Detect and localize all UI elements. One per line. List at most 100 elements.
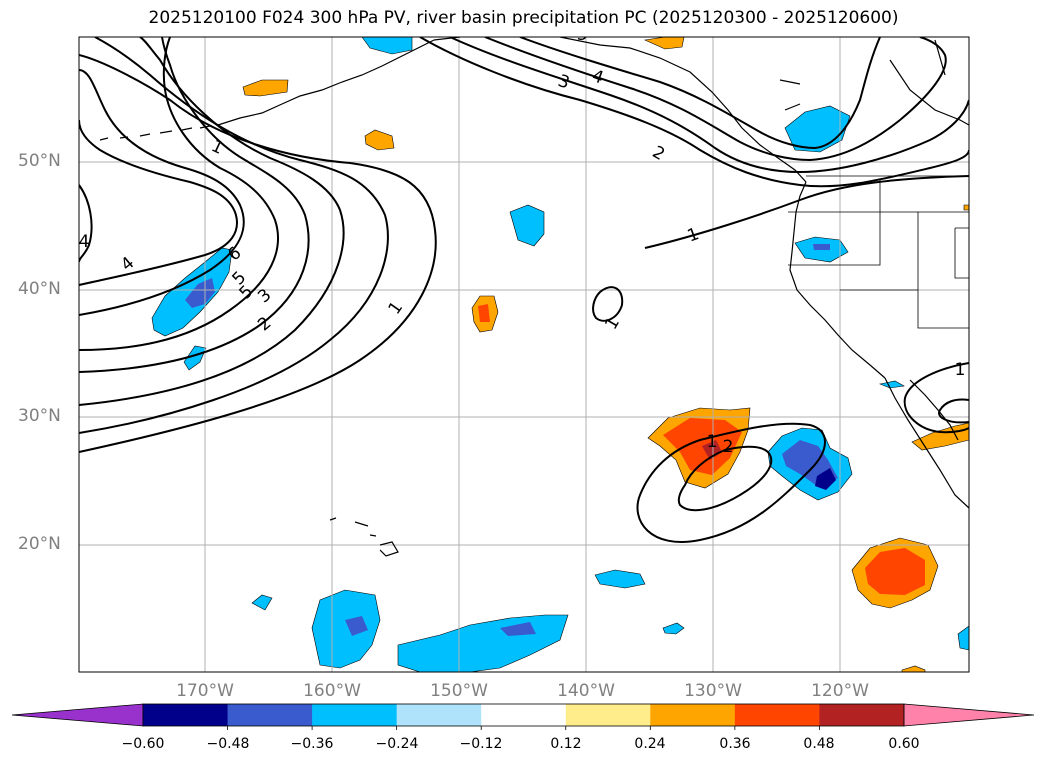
border-states	[788, 180, 969, 329]
coast-us-west	[789, 211, 886, 379]
precip-neg-oregon-core	[813, 244, 830, 250]
colorbar-swatch	[481, 704, 567, 726]
pv-contour-3-west	[79, 37, 345, 406]
precip-pos-edge-east	[963, 204, 969, 211]
pv-contour-5-edge	[79, 184, 93, 263]
lat-label-50n: 50°N	[18, 151, 61, 171]
lon-label-120w: 120°W	[811, 681, 869, 701]
contour-label: 1	[685, 224, 702, 246]
contour-label: 1	[601, 314, 624, 333]
pv-contour-7-west	[79, 119, 238, 286]
coast-bc	[795, 181, 807, 213]
gridlines	[79, 37, 969, 672]
colorbar	[11, 703, 1035, 730]
coast-alaska-gulf	[433, 37, 807, 183]
precip-neg-west-small	[183, 345, 207, 371]
colorbar-extension-min	[11, 703, 144, 727]
colorbar-tick-label: 0.12	[550, 736, 582, 752]
colorbar-tick-label: −0.60	[121, 736, 165, 752]
colorbar-tick-label: −0.36	[290, 736, 334, 752]
lon-label-160w: 160°W	[303, 681, 361, 701]
precip-neg-small-2	[662, 622, 685, 635]
contour-label: 2	[723, 437, 734, 457]
lon-label-170w: 170°W	[176, 681, 234, 701]
coast-aleutian-islands	[99, 125, 211, 141]
colorbar-tick-label: 0.48	[803, 736, 835, 752]
colorbar-tick-label: 0.60	[888, 736, 920, 752]
pv-contour-4-west	[79, 37, 310, 373]
precip-pos-aleutian-small	[364, 129, 395, 151]
colorbar-swatch	[650, 704, 736, 726]
pv-contour-1-east	[419, 37, 969, 188]
colorbar-tick-label: −0.24	[375, 736, 419, 752]
precip-neg-midpac	[509, 204, 545, 247]
colorbar-tick-label: 0.24	[634, 736, 666, 752]
colorbar-swatch	[143, 704, 229, 726]
precip-pos-midpac-core	[478, 304, 490, 322]
pv-contour-1-closed	[592, 286, 624, 322]
pv-contour-2-subtropical	[677, 445, 773, 512]
political-borders	[788, 175, 969, 329]
precip-neg-subtropics-core	[815, 468, 836, 490]
precip-pos-mexico-core	[865, 548, 925, 595]
colorbar-swatch	[734, 704, 820, 726]
pv-contour-4-east	[519, 37, 881, 150]
contour-label: 1	[208, 136, 226, 159]
precip-neg-small-1	[594, 569, 646, 589]
coast-hawaii	[329, 517, 399, 557]
precip-neg-hawaii-south	[311, 589, 381, 669]
precip-neg-small-3	[251, 594, 273, 611]
precip-pos-mexico-small	[901, 665, 926, 672]
precip-shading	[151, 37, 969, 672]
pv-contour-1-west	[79, 54, 437, 453]
precip-neg-south-core	[500, 622, 536, 636]
pv-contour-1-east-lower	[644, 175, 969, 249]
pv-contour-1-baja-inner	[938, 398, 969, 424]
colorbar-extension-max	[903, 703, 1035, 727]
lat-label-30n: 30°N	[18, 406, 61, 426]
precip-neg-hawaii-core	[345, 616, 368, 636]
coast-baja	[884, 377, 969, 509]
colorbar-tick-label: −0.12	[459, 736, 503, 752]
pv-contour-2-west	[79, 37, 389, 434]
pv-contour-1-subtropical	[636, 422, 826, 543]
precip-neg-aleutian	[361, 37, 413, 55]
coast-inland-lakes	[779, 39, 969, 126]
coast-mexico-mainland	[909, 379, 959, 441]
coastlines	[99, 37, 969, 557]
contour-label: 3	[254, 285, 275, 307]
pv-contour-2-east	[449, 37, 969, 174]
colorbar-outline	[142, 703, 905, 727]
contour-label: 3	[577, 25, 588, 45]
colorbar-swatch	[227, 704, 313, 726]
precip-neg-south-band	[397, 614, 569, 672]
lon-label-140w: 140°W	[557, 681, 615, 701]
pv-contour-1-baja	[903, 362, 969, 434]
map-title: 2025120100 F024 300 hPa PV, river basin …	[148, 8, 899, 28]
pv-contour-5-west	[79, 37, 279, 351]
precip-neg-core-west	[185, 278, 215, 308]
precip-pos-gulf-ak	[242, 79, 289, 97]
colorbar-swatch	[312, 704, 398, 726]
map-frame	[78, 36, 970, 673]
precip-neg-edge-south	[957, 625, 969, 651]
colorbar-swatch	[819, 704, 905, 726]
contour-label: 1	[707, 432, 718, 452]
pv-contours	[79, 37, 969, 543]
contour-label: 4	[589, 66, 606, 88]
pv-contour-6-west	[79, 69, 245, 316]
colorbar-swatch	[565, 704, 651, 726]
contour-label: 1	[955, 360, 966, 380]
colorbar-swatch	[396, 704, 482, 726]
precip-neg-small-4	[878, 380, 905, 389]
coast-alaska-peninsula	[217, 39, 435, 126]
precip-pos-baja-band	[911, 422, 969, 451]
lat-label-20n: 20°N	[18, 534, 61, 554]
precip-pos-alaska-top	[643, 37, 685, 50]
lon-label-130w: 130°W	[684, 681, 742, 701]
colorbar-tick-label: 0.36	[719, 736, 751, 752]
contour-label: 1	[385, 298, 408, 318]
precip-pos-subtropics-core	[702, 440, 722, 460]
lon-label-150w: 150°W	[430, 681, 488, 701]
